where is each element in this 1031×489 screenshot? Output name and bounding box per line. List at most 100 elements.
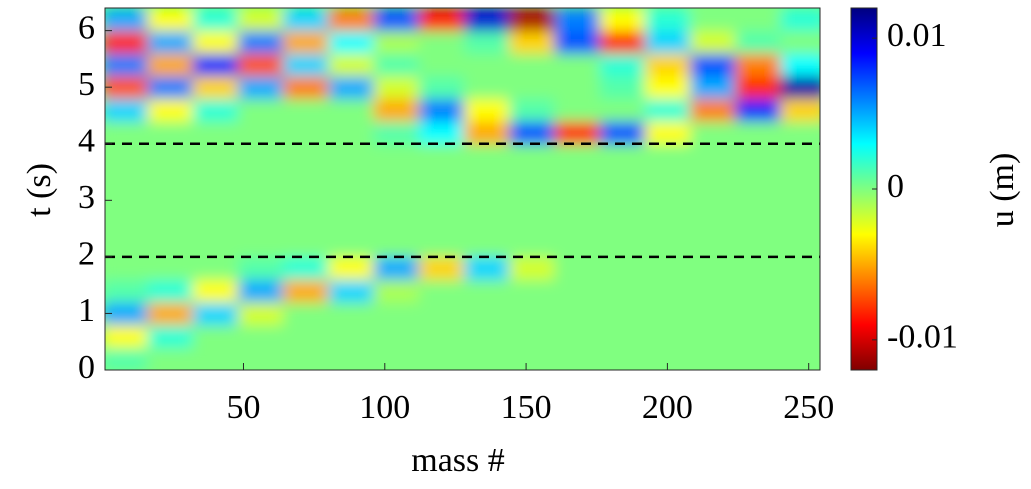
heat-cell	[147, 347, 194, 370]
heat-cell	[509, 75, 555, 99]
x-tick-label: 200	[642, 389, 693, 426]
heat-cell	[418, 234, 465, 258]
heat-cell	[644, 189, 691, 213]
heat-cell	[192, 8, 239, 32]
heat-cell	[554, 234, 601, 258]
heat-cell	[192, 121, 239, 145]
heat-cell	[373, 8, 420, 32]
heat-cell	[554, 189, 601, 213]
heat-cell	[283, 166, 329, 190]
heat-cell	[690, 53, 736, 77]
heat-cell	[599, 211, 646, 235]
heat-cell	[373, 347, 420, 370]
heat-cell	[237, 279, 284, 303]
heat-cell	[690, 8, 736, 32]
heat-cell	[147, 121, 194, 145]
heat-cell	[237, 30, 284, 54]
heat-cell	[105, 189, 148, 213]
heat-cell	[599, 166, 646, 190]
heat-cell	[735, 166, 781, 190]
heat-cell	[509, 324, 555, 348]
heat-cell	[599, 189, 646, 213]
x-tick-label: 100	[359, 389, 410, 426]
heat-cell	[554, 256, 601, 280]
heat-cell	[644, 324, 691, 348]
heat-cell	[644, 347, 691, 370]
heat-cell	[780, 75, 820, 99]
heat-cell	[463, 8, 510, 32]
heat-cell	[237, 302, 284, 326]
heat-cell	[644, 211, 691, 235]
heat-cell	[418, 121, 465, 145]
axes-frame	[104, 7, 821, 371]
heat-cell	[463, 75, 510, 99]
heat-cell	[105, 8, 148, 32]
heat-cell	[599, 347, 646, 370]
heat-cell	[105, 166, 148, 190]
heat-cell	[644, 166, 691, 190]
heat-cell	[509, 121, 555, 145]
heat-cell	[690, 302, 736, 326]
heat-cell	[554, 8, 601, 32]
heat-cell	[328, 234, 374, 258]
heat-cell	[418, 189, 465, 213]
heat-cell	[509, 234, 555, 258]
heat-cell	[780, 211, 820, 235]
heat-cell	[554, 324, 601, 348]
heat-cell	[147, 256, 194, 280]
heat-cell	[105, 30, 148, 54]
heat-cell	[644, 30, 691, 54]
heat-cell	[283, 256, 329, 280]
y-tick-label: 0	[78, 349, 95, 386]
heat-cell	[283, 234, 329, 258]
heat-cell	[237, 75, 284, 99]
heat-cell	[147, 166, 194, 190]
heat-cell	[147, 279, 194, 303]
heat-cell	[690, 324, 736, 348]
heat-cell	[418, 8, 465, 32]
heat-cell	[690, 256, 736, 280]
heat-cell	[237, 347, 284, 370]
heat-cell	[735, 279, 781, 303]
heat-cell	[418, 53, 465, 77]
heat-cell	[644, 279, 691, 303]
heat-cell	[780, 121, 820, 145]
heat-cell	[192, 75, 239, 99]
heat-cell	[735, 256, 781, 280]
y-tick-label: 6	[78, 9, 95, 46]
heat-cell	[283, 324, 329, 348]
heat-cell	[147, 98, 194, 122]
heat-cell	[599, 75, 646, 99]
heat-cell	[509, 143, 555, 167]
heat-cell	[735, 143, 781, 167]
heat-cell	[237, 53, 284, 77]
heat-cell	[735, 234, 781, 258]
y-tick-label: 1	[78, 292, 95, 329]
x-tick-label: 150	[501, 389, 552, 426]
heat-cell	[780, 98, 820, 122]
heat-cell	[599, 302, 646, 326]
heat-cell	[283, 302, 329, 326]
heat-cell	[237, 256, 284, 280]
heat-cell	[328, 53, 374, 77]
heat-cell	[105, 98, 148, 122]
heat-cell	[283, 53, 329, 77]
heat-cell	[599, 53, 646, 77]
heat-cell	[554, 98, 601, 122]
heat-cell	[328, 98, 374, 122]
heat-cell	[554, 53, 601, 77]
heat-cell	[418, 30, 465, 54]
heat-cell	[735, 53, 781, 77]
heat-cell	[463, 166, 510, 190]
heat-cell	[463, 347, 510, 370]
heat-cell	[192, 347, 239, 370]
heat-cell	[147, 143, 194, 167]
heat-cell	[105, 347, 148, 370]
heat-cell	[644, 302, 691, 326]
heat-cell	[780, 30, 820, 54]
heat-cell	[554, 347, 601, 370]
heat-cell	[418, 279, 465, 303]
heat-cell	[192, 189, 239, 213]
heat-cell	[328, 75, 374, 99]
